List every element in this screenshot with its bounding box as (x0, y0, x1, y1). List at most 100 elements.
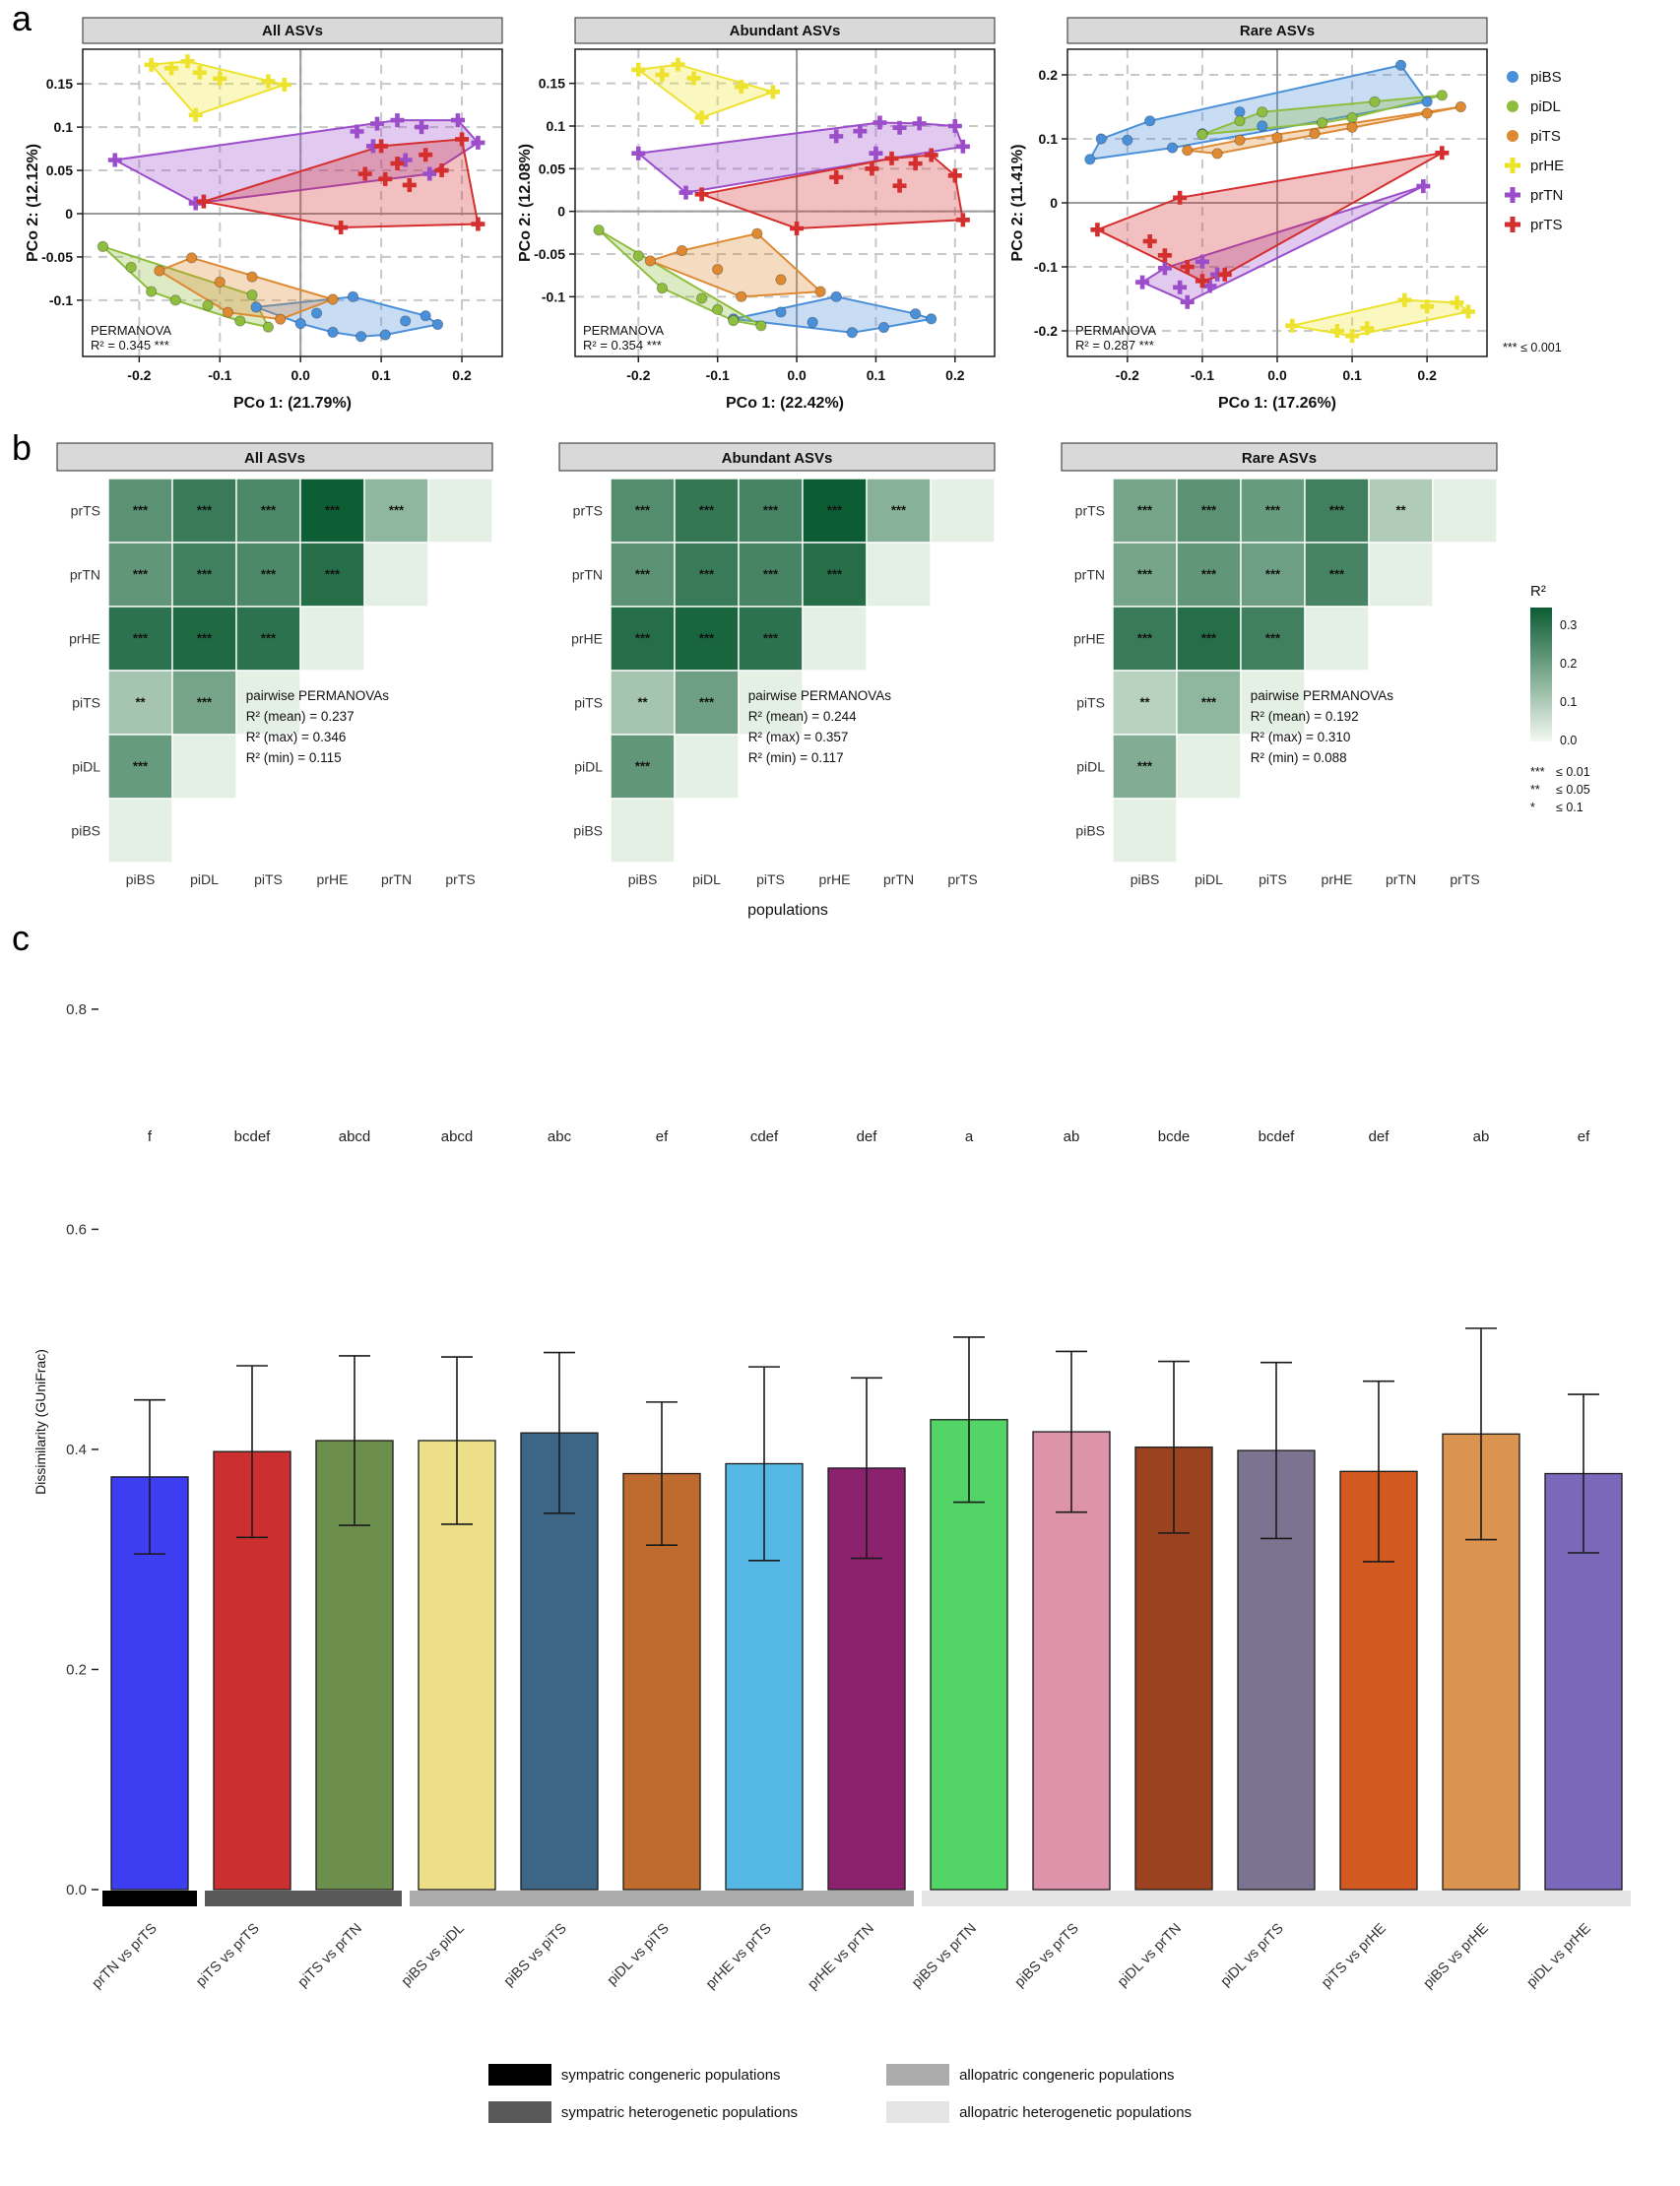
point-piBS (830, 290, 842, 302)
facet-title-strip (1066, 17, 1488, 44)
x-tick-label: 0.2 (945, 367, 965, 383)
cell-prHE-prHE (802, 606, 868, 672)
cell-stars: *** (1265, 631, 1281, 646)
point-prTS (865, 161, 879, 176)
cell-piTS-piBS (1112, 670, 1178, 736)
cell-stars: *** (699, 567, 715, 582)
pcoa-plot-all-asvs: All ASVs -0.2 -0.1 0.0 0.1 0.2 -0.1 -0.05 0 0.05 0… (25, 17, 503, 412)
point-piBS (807, 316, 818, 328)
group-legend-label: sympatric heterogenetic populations (560, 2103, 799, 2121)
cell-prTS-piDL (1176, 478, 1242, 544)
point-prTN (350, 124, 364, 139)
x-tick-label: -0.2 (127, 367, 151, 383)
point-piDL (1317, 117, 1328, 129)
point-prTN (415, 120, 429, 135)
point-prTN (398, 153, 413, 167)
point-piTS (222, 306, 234, 318)
row-label-piTS: piTS (574, 695, 603, 711)
x-tick-label: 0.2 (1417, 367, 1437, 383)
hull-piTS (157, 256, 337, 321)
significance-note: *** ≤ 0.001 (1503, 341, 1562, 354)
colorbar-tick-label: 0.3 (1560, 618, 1578, 633)
cell-stars: *** (763, 631, 779, 646)
x-tick-label: 0.1 (371, 367, 391, 383)
panel-a-label: a (12, 0, 32, 38)
row-label-prHE: prHE (1073, 631, 1105, 647)
x-tick-label: -0.1 (1191, 367, 1214, 383)
row-label-prTS: prTS (573, 503, 603, 519)
r2-legend-title: R² (1530, 583, 1546, 600)
y-tick-label: 0.4 (66, 1442, 87, 1458)
y-tick-label: 0.6 (66, 1221, 87, 1238)
cell-prHE-piBS (610, 606, 676, 672)
x-tick-label: piBS vs prHE (1421, 1920, 1493, 1992)
legend-swatch-icon (487, 2064, 551, 2086)
point-prTN (892, 120, 907, 135)
col-label-prTS: prTS (947, 871, 977, 887)
cell-stars: *** (197, 695, 213, 710)
facet-title-strip (1061, 442, 1498, 472)
row-label-piTS: piTS (1076, 695, 1105, 711)
point-prTS (471, 217, 485, 231)
cell-prHE-piBS (107, 606, 173, 672)
cell-piBS-piBS (1112, 798, 1178, 864)
row-label-prTN: prTN (1074, 567, 1105, 583)
cell-prTN-piTS (1240, 542, 1306, 608)
point-prTS (357, 166, 372, 181)
x-tick-label: piTS vs prTN (295, 1921, 365, 1991)
y-axis-title: Dissimilarity (GUniFrac) (32, 1349, 48, 1495)
x-tick-label: -0.2 (626, 367, 650, 383)
significance-threshold: * ≤ 0.1 (1530, 801, 1583, 814)
row-label-prTN: prTN (572, 567, 603, 583)
point-prTS (1180, 260, 1195, 274)
point-piBS (877, 321, 890, 334)
cell-prTS-prHE (802, 478, 868, 544)
x-tick-label: -0.1 (706, 367, 730, 383)
legend-label-prHE: prHE (1530, 157, 1565, 174)
point-prTN (107, 153, 122, 167)
cell-stars: *** (1265, 503, 1281, 518)
x-tick-label: -0.1 (208, 367, 231, 383)
point-piDL (97, 240, 109, 252)
legend-item-piBS: piBS (1503, 67, 1633, 87)
point-piTS (185, 252, 198, 264)
cell-stars: *** (1329, 503, 1345, 518)
legend-swatch-icon (886, 2064, 950, 2086)
point-prTN (450, 113, 465, 128)
heatmap-abundant-asvs: Abundant ASVs*** *** *** *** ****** *** *** ***… (558, 442, 996, 887)
cross-marker-icon (1505, 158, 1520, 173)
point-prHE (655, 68, 670, 82)
point-piBS (926, 313, 937, 325)
cell-stars: *** (635, 567, 651, 582)
heatmap-all-asvs: All ASVs*** *** *** *** ****** *** *** ****** **… (56, 442, 493, 887)
group-legend-item: allopatric heterogenetic populations (886, 2095, 1192, 2129)
legend-item-prTN: prTN (1503, 185, 1633, 205)
point-prTS (1435, 146, 1450, 161)
point-piBS (846, 327, 858, 339)
legend-item-piTS: piTS (1503, 126, 1633, 146)
significance-threshold: *** ≤ 0.01 (1530, 765, 1590, 779)
row-label-piDL: piDL (72, 759, 100, 775)
col-label-piTS: piTS (254, 871, 283, 887)
panel-c: c 0.0 0.2 0.4 0.6 0.8 Dissimilarity (GUniFrac… (0, 918, 1680, 2129)
significance-letter: bcde (1158, 1128, 1191, 1145)
cell-stars: *** (197, 567, 213, 582)
point-prHE (734, 80, 748, 95)
cell-prTS-prTN (1368, 478, 1434, 544)
row-label-piBS: piBS (573, 823, 603, 839)
point-prHE (694, 110, 709, 125)
y-axis-title: PCo 2: (12.08%) (517, 144, 534, 262)
point-piTS (1454, 100, 1466, 113)
point-piDL (632, 250, 644, 262)
facet-title: Rare ASVs (1240, 23, 1315, 39)
significance-letter: ab (1473, 1128, 1490, 1145)
point-prTN (1173, 280, 1188, 294)
point-prTS (1157, 248, 1172, 263)
y-tick-label: 0.1 (54, 119, 74, 135)
point-piBS (400, 315, 412, 327)
cross-marker-icon (1505, 217, 1520, 232)
cross-marker-icon (1505, 187, 1520, 203)
cell-prTN-piTS (235, 542, 301, 608)
panel-b: b All ASVs *** *** *** *** *** *** *** *** *** ***… (0, 427, 1680, 920)
y-tick-label: 0.2 (66, 1661, 87, 1678)
